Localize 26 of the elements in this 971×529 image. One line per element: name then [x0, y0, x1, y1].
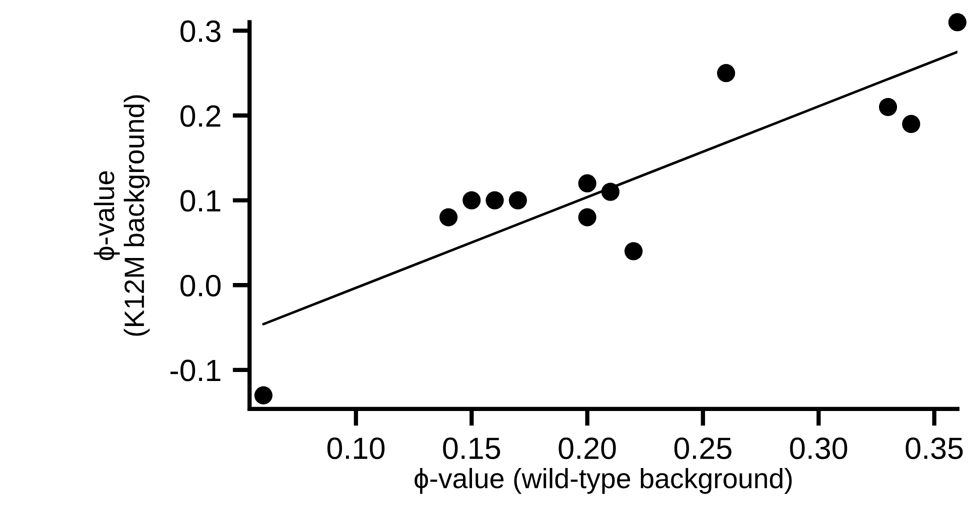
- y-tick-label: 0.1: [180, 190, 220, 212]
- point: [439, 208, 458, 226]
- y-tick-label: 0.2: [180, 105, 220, 127]
- y-tick-label: 0.0: [180, 274, 221, 296]
- point: [462, 191, 481, 210]
- x-tick-label: 0.25: [674, 438, 732, 460]
- y-tick-label: -0.1: [170, 360, 220, 382]
- point: [948, 13, 966, 32]
- point: [717, 64, 736, 82]
- point: [878, 98, 898, 116]
- x-tick-label: 0.15: [443, 438, 500, 460]
- point: [508, 191, 527, 210]
- point: [624, 242, 643, 260]
- x-axis-title: ϕ-value (wild-type background): [414, 468, 792, 494]
- y-axis-title: ϕ-value (K12M background): [94, 95, 150, 336]
- x-tick-label: 0.30: [790, 438, 848, 460]
- point: [486, 191, 504, 210]
- point: [601, 182, 620, 201]
- point: [254, 386, 272, 404]
- point: [578, 208, 596, 226]
- x-tick-label: 0.10: [327, 438, 384, 460]
- point: [578, 174, 596, 192]
- x-tick-label: 0.35: [906, 438, 963, 460]
- y-tick-label: 0.3: [180, 20, 220, 42]
- point: [902, 114, 920, 134]
- x-tick-label: 0.20: [558, 438, 616, 460]
